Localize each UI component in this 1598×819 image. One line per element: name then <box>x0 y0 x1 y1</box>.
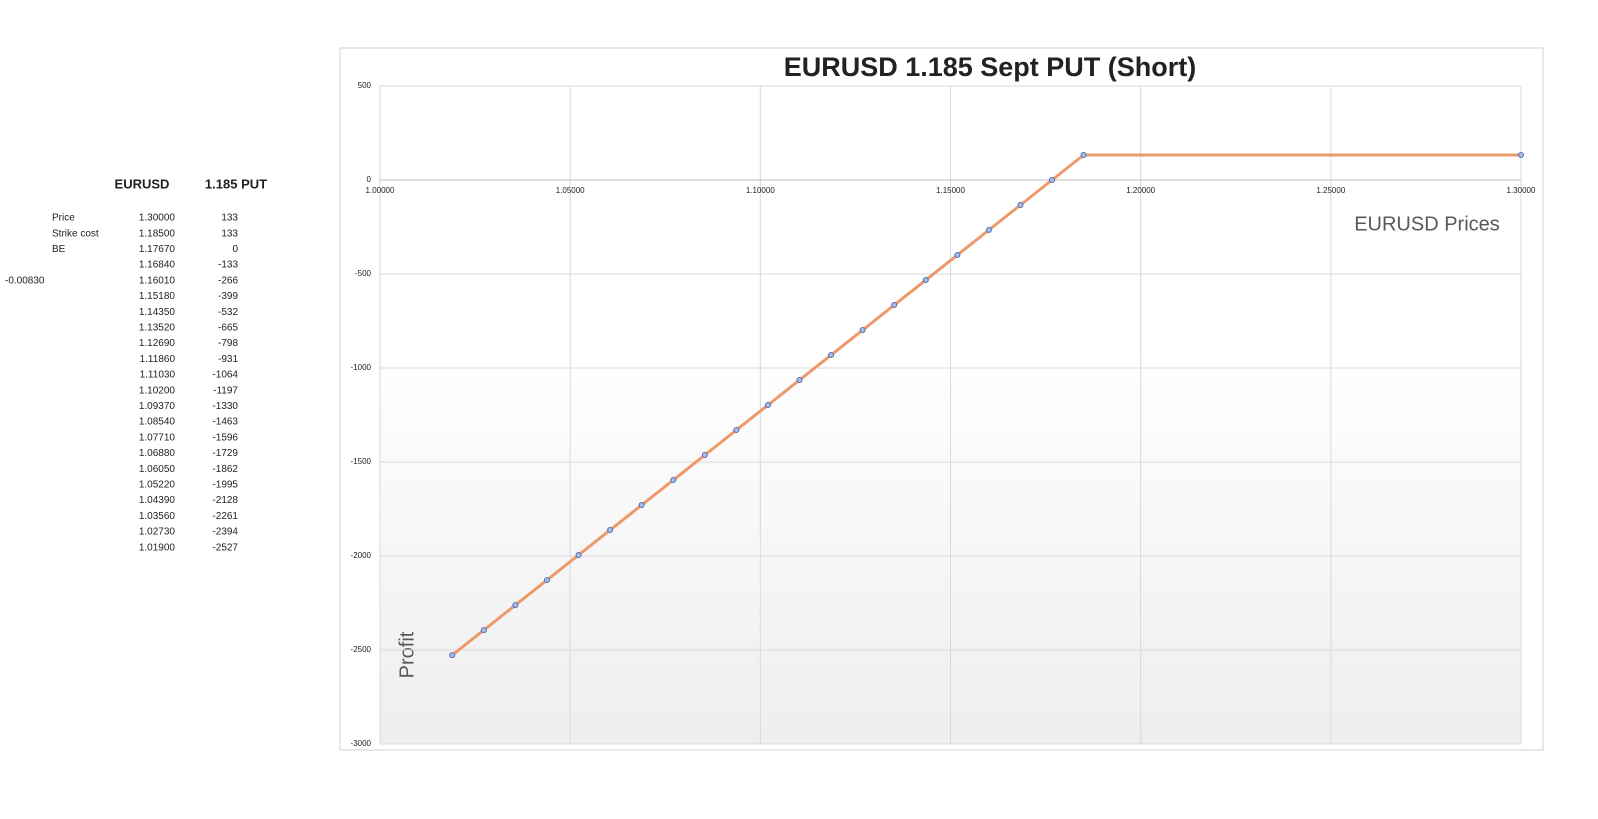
table-cell: 1.01900 <box>139 542 176 553</box>
table-cell: Strike cost <box>52 228 99 239</box>
table-cell: -399 <box>218 291 238 302</box>
table-cell: -1995 <box>212 480 238 491</box>
data-point <box>1049 177 1056 183</box>
x-tick-label: 1.15000 <box>936 186 965 195</box>
table-cell: -1330 <box>212 401 238 412</box>
table-cell: 133 <box>221 228 238 239</box>
table-cell: 1.18500 <box>139 228 176 239</box>
table-cell: 1.06880 <box>139 448 176 459</box>
table-header: EURUSD <box>115 176 170 191</box>
x-tick-label: 1.30000 <box>1507 186 1536 195</box>
data-point <box>1017 202 1024 209</box>
data-point <box>859 327 866 334</box>
y-tick-label: 500 <box>358 81 372 90</box>
table-cell: -1064 <box>212 370 238 381</box>
x-tick-label: 1.00000 <box>366 186 395 195</box>
profit-line <box>451 153 1521 657</box>
table-cell: 1.30000 <box>139 213 176 224</box>
table-cell: 1.14350 <box>139 307 176 318</box>
table-cell: -1862 <box>212 464 238 475</box>
data-point <box>733 427 740 434</box>
table-cell: 1.17670 <box>139 244 176 255</box>
y-axis-title: Profit <box>396 631 418 678</box>
table-cell: -1596 <box>212 432 238 443</box>
table-cell: 1.03560 <box>139 511 176 522</box>
y-tick-label: -2000 <box>351 551 372 560</box>
data-point <box>543 577 550 584</box>
data-point <box>638 502 645 509</box>
table-cell: -2527 <box>212 542 238 553</box>
table-cell: 1.04390 <box>139 495 176 506</box>
table-cell: -0.00830 <box>5 275 45 286</box>
data-point <box>796 377 803 384</box>
table-cell: 1.15180 <box>139 291 176 302</box>
table-cell: 1.08540 <box>139 417 176 428</box>
data-point <box>670 477 677 484</box>
table-cell: -665 <box>218 323 238 334</box>
x-tick-label: 1.10000 <box>746 186 775 195</box>
data-point <box>575 552 582 559</box>
table-cell: -532 <box>218 307 238 318</box>
data-point <box>828 352 835 359</box>
data-point <box>1518 151 1524 158</box>
data-point <box>607 527 614 534</box>
table-cell: -1729 <box>212 448 238 459</box>
table-cell: -798 <box>218 338 238 349</box>
table-cell: Price <box>52 213 75 224</box>
table-cell: -2394 <box>212 527 238 538</box>
table-cell: 1.16010 <box>139 275 176 286</box>
table-cell: -266 <box>218 275 238 286</box>
table-cell: 1.10200 <box>139 385 176 396</box>
table-cell: -1463 <box>212 417 238 428</box>
table-cell: 133 <box>221 213 238 224</box>
chart-title: EURUSD 1.185 Sept PUT (Short) <box>784 52 1197 82</box>
table-cell: 1.05220 <box>139 480 176 491</box>
table-cell: 1.12690 <box>139 338 176 349</box>
x-tick-label: 1.05000 <box>556 186 585 195</box>
data-point <box>449 652 456 659</box>
table-cell: -133 <box>218 260 238 271</box>
data-point <box>1080 151 1087 158</box>
table-cell: 1.11030 <box>140 370 176 381</box>
data-point <box>701 452 708 459</box>
data-point <box>480 627 487 634</box>
y-tick-label: 0 <box>367 175 372 184</box>
x-tick-label: 1.20000 <box>1126 186 1155 195</box>
table-cell: 1.09370 <box>139 401 176 412</box>
y-tick-label: -1500 <box>351 457 372 466</box>
table-cell: -1197 <box>213 385 238 396</box>
data-point <box>891 302 898 309</box>
table-cell: 1.02730 <box>139 527 176 538</box>
table-cell: 1.11860 <box>140 354 176 365</box>
table-header: 1.185 PUT <box>205 176 267 191</box>
data-point <box>764 402 771 409</box>
x-axis-title: EURUSD Prices <box>1354 213 1500 235</box>
table-cell: -931 <box>218 354 238 365</box>
y-tick-label: -2500 <box>351 645 372 654</box>
table-cell: 0 <box>232 244 238 255</box>
table-cell: BE <box>52 244 66 255</box>
table-cell: -2261 <box>212 511 238 522</box>
table-cell: -2128 <box>212 495 238 506</box>
data-point <box>922 277 929 284</box>
table-cell: 1.13520 <box>139 323 176 334</box>
y-tick-label: -1000 <box>351 363 372 372</box>
table-cell: 1.16840 <box>139 260 176 271</box>
data-point <box>985 227 992 234</box>
table-cell: 1.06050 <box>139 464 176 475</box>
x-tick-label: 1.25000 <box>1316 186 1345 195</box>
data-point <box>512 602 519 609</box>
data-point <box>954 252 961 259</box>
y-tick-label: -500 <box>355 269 372 278</box>
table-cell: 1.07710 <box>139 432 176 443</box>
y-tick-label: -3000 <box>351 739 372 748</box>
